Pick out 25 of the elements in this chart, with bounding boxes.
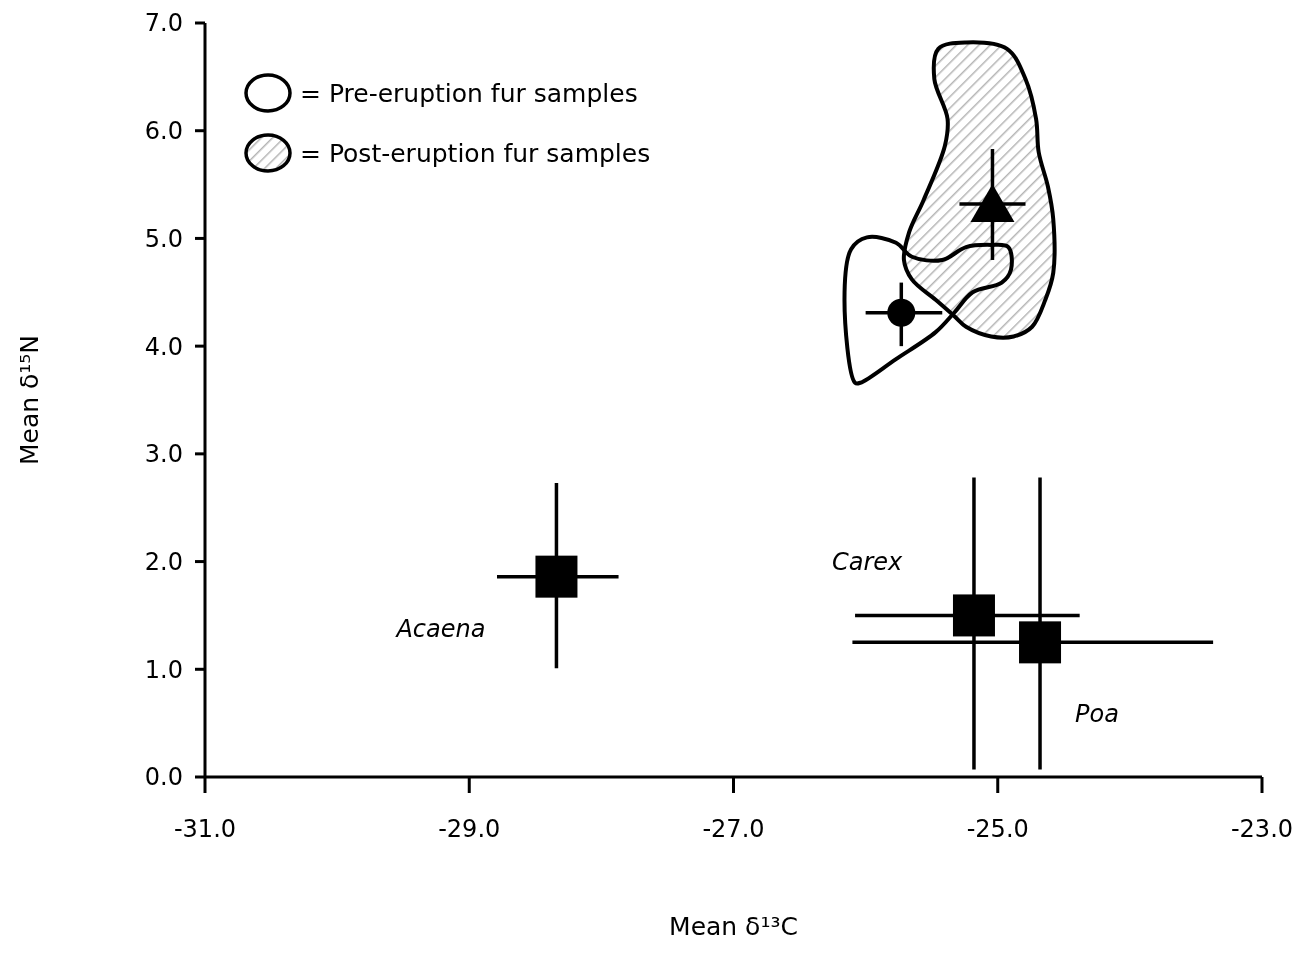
x-tick-label: -23.0: [1230, 815, 1294, 843]
point: [970, 183, 1015, 222]
y-axis-title: Mean δ¹⁵N: [15, 334, 44, 466]
x-tick-label: -25.0: [966, 815, 1029, 843]
y-tick-label: 1.0: [144, 655, 183, 684]
annotation: = Post-eruption fur samples: [300, 138, 651, 168]
y-tick-label: 2.0: [144, 547, 183, 576]
x-tick-label: -27.0: [702, 815, 765, 843]
point: [887, 298, 916, 327]
y-tick-label: 5.0: [144, 224, 183, 253]
series-label: Poa: [1075, 700, 1119, 729]
y-tick-label: 6.0: [144, 117, 183, 146]
point: [535, 555, 578, 598]
text: Carex: [831, 548, 904, 577]
x-tick-label: -31.0: [173, 815, 237, 843]
annotation: = Pre-eruption fur samples: [300, 78, 638, 108]
y-tick-label: 7.0: [144, 9, 183, 38]
y-tick-label: 0.0: [144, 763, 183, 792]
x-tick-label: -29.0: [438, 815, 501, 843]
point: [952, 594, 995, 637]
x-axis-title: Mean δ¹³C: [669, 912, 798, 941]
y-tick-label: 4.0: [144, 332, 183, 361]
text: Acaena: [394, 614, 486, 643]
point: [1019, 621, 1062, 664]
y-tick-label: 3.0: [144, 440, 183, 469]
